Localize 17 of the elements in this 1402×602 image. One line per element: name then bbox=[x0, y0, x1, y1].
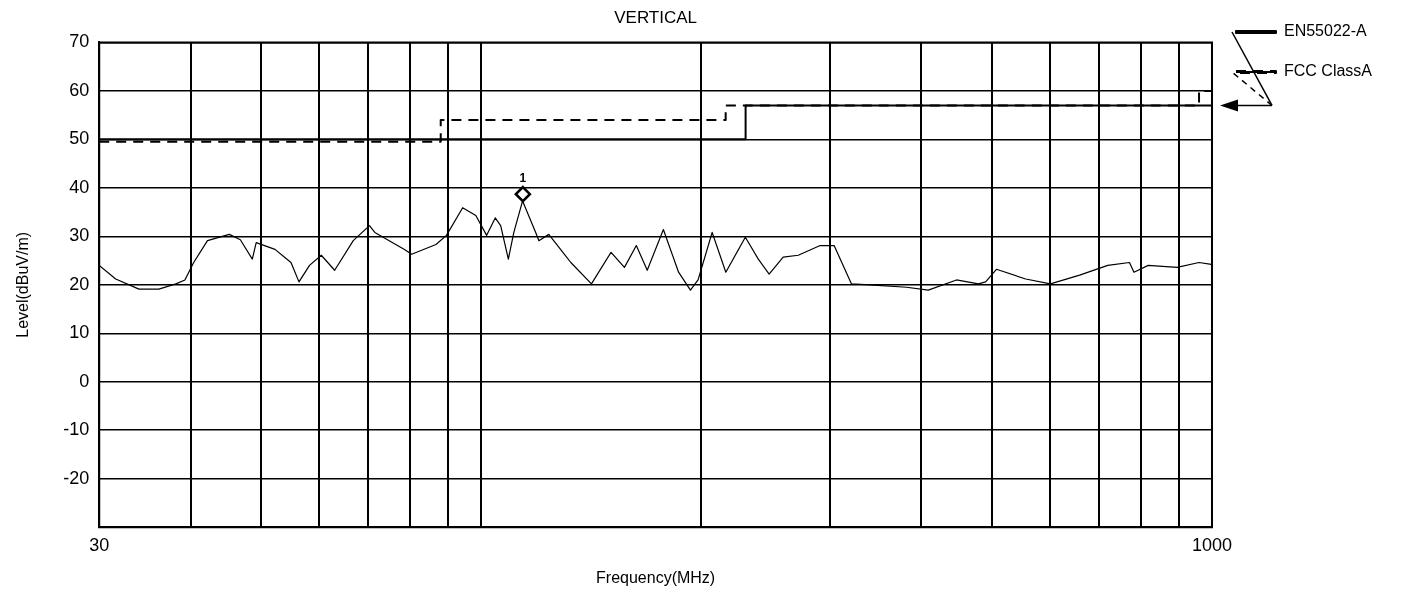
y-axis-title: Level(dBuV/m) bbox=[14, 231, 32, 338]
y-tick-label: 10 bbox=[69, 322, 90, 343]
y-tick-label: 20 bbox=[69, 273, 90, 294]
y-tick-label: 60 bbox=[69, 79, 90, 100]
annotation: 1 bbox=[519, 171, 527, 186]
y-tick-label: 30 bbox=[69, 225, 90, 246]
legend-label: FCC ClassA bbox=[1283, 62, 1373, 80]
y-tick-label: -10 bbox=[63, 419, 90, 440]
y-tick-label: 50 bbox=[69, 128, 90, 149]
legend-label: EN55022-A bbox=[1283, 22, 1368, 40]
x-tick-label: 1000 bbox=[1191, 534, 1233, 555]
y-tick-label: 40 bbox=[69, 176, 90, 197]
y-tick-label: 70 bbox=[69, 31, 90, 52]
y-tick-label: -20 bbox=[63, 467, 90, 488]
y-tick-label: 0 bbox=[79, 370, 90, 391]
x-axis-title: Frequency(MHz) bbox=[596, 568, 716, 586]
chart-title: VERTICAL bbox=[614, 7, 698, 27]
